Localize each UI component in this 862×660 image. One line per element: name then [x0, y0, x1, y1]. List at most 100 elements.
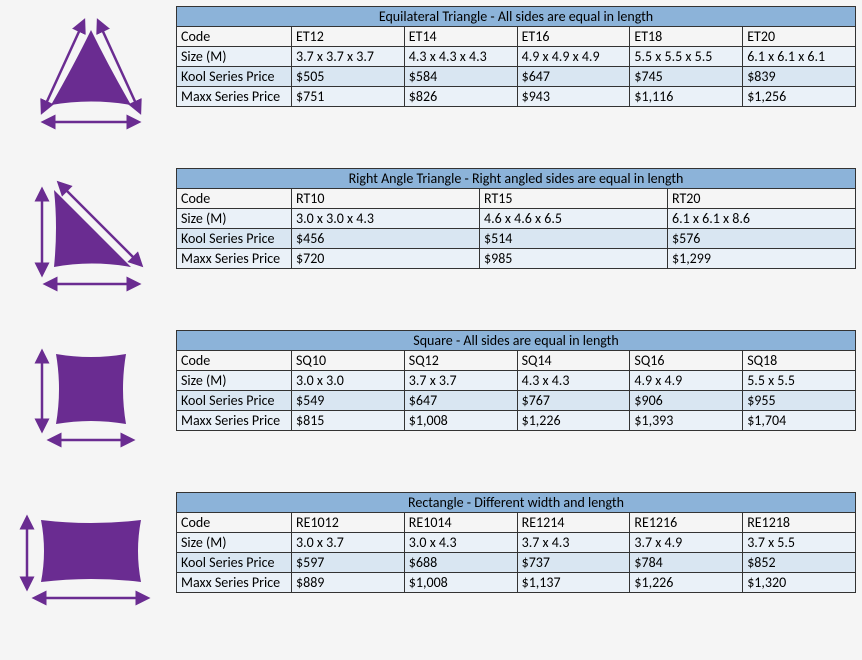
data-cell: $839: [743, 67, 856, 87]
data-cell: 4.3 x 4.3 x 4.3: [404, 47, 517, 67]
price-table: Equilateral Triangle - All sides are equ…: [176, 6, 856, 107]
data-cell: $955: [743, 391, 856, 411]
table-row: CodeSQ10SQ12SQ14SQ16SQ18: [177, 351, 856, 371]
data-cell: SQ16: [630, 351, 743, 371]
data-cell: $1,116: [630, 87, 743, 107]
row-label: Code: [177, 27, 292, 47]
data-cell: RT15: [480, 189, 668, 209]
data-cell: RE1218: [743, 513, 856, 533]
data-cell: $906: [630, 391, 743, 411]
shape-illustration: [6, 330, 176, 464]
data-cell: $826: [404, 87, 517, 107]
data-cell: $784: [630, 553, 743, 573]
data-cell: 6.1 x 6.1 x 6.1: [743, 47, 856, 67]
section-rectangle: Rectangle - Different width and lengthCo…: [6, 492, 856, 626]
table-row: Kool Series Price$597$688$737$784$852: [177, 553, 856, 573]
data-cell: 4.9 x 4.9 x 4.9: [517, 47, 630, 67]
square-icon: [16, 334, 166, 464]
row-label: Size (M): [177, 371, 292, 391]
table-row: CodeRE1012RE1014RE1214RE1216RE1218: [177, 513, 856, 533]
shape-illustration: [6, 6, 176, 140]
row-label: Maxx Series Price: [177, 411, 292, 431]
data-cell: $505: [292, 67, 405, 87]
row-label: Code: [177, 513, 292, 533]
right-triangle-icon: [16, 172, 166, 302]
data-cell: 5.5 x 5.5: [743, 371, 856, 391]
row-label: Kool Series Price: [177, 229, 292, 249]
data-cell: $647: [517, 67, 630, 87]
data-cell: $1,226: [517, 411, 630, 431]
data-cell: 3.0 x 3.0 x 4.3: [292, 209, 480, 229]
data-cell: 5.5 x 5.5 x 5.5: [630, 47, 743, 67]
table-row: CodeET12ET14ET16ET18ET20: [177, 27, 856, 47]
shape-illustration: [6, 492, 176, 626]
data-cell: $751: [292, 87, 405, 107]
data-cell: $1,137: [517, 573, 630, 593]
row-label: Code: [177, 351, 292, 371]
data-cell: RT10: [292, 189, 480, 209]
equilateral-triangle-icon: [16, 10, 166, 140]
data-cell: $720: [292, 249, 480, 269]
data-cell: $688: [404, 553, 517, 573]
data-cell: 4.3 x 4.3: [517, 371, 630, 391]
table-row: Size (M)3.0 x 3.0 x 4.34.6 x 4.6 x 6.56.…: [177, 209, 856, 229]
table-row: Maxx Series Price$889$1,008$1,137$1,226$…: [177, 573, 856, 593]
data-cell: RE1216: [630, 513, 743, 533]
data-cell: $943: [517, 87, 630, 107]
data-cell: 3.7 x 3.7 x 3.7: [292, 47, 405, 67]
data-cell: $1,704: [743, 411, 856, 431]
data-cell: $1,320: [743, 573, 856, 593]
data-cell: $1,393: [630, 411, 743, 431]
rectangle-icon: [11, 496, 171, 626]
table-title: Square - All sides are equal in length: [177, 331, 856, 351]
data-cell: ET20: [743, 27, 856, 47]
price-table: Square - All sides are equal in lengthCo…: [176, 330, 856, 431]
data-cell: RE1012: [292, 513, 405, 533]
row-label: Code: [177, 189, 292, 209]
row-label: Maxx Series Price: [177, 87, 292, 107]
data-cell: $647: [404, 391, 517, 411]
data-cell: ET12: [292, 27, 405, 47]
table-row: Kool Series Price$456$514$576: [177, 229, 856, 249]
table-title: Rectangle - Different width and length: [177, 493, 856, 513]
table-row: Maxx Series Price$815$1,008$1,226$1,393$…: [177, 411, 856, 431]
data-cell: SQ10: [292, 351, 405, 371]
section-equilateral-triangle: Equilateral Triangle - All sides are equ…: [6, 6, 856, 140]
data-cell: $456: [292, 229, 480, 249]
table-row: CodeRT10RT15RT20: [177, 189, 856, 209]
data-cell: $889: [292, 573, 405, 593]
data-cell: 3.7 x 5.5: [743, 533, 856, 553]
data-cell: 3.7 x 4.9: [630, 533, 743, 553]
data-cell: 3.7 x 4.3: [517, 533, 630, 553]
data-cell: $815: [292, 411, 405, 431]
data-cell: SQ14: [517, 351, 630, 371]
data-cell: $576: [668, 229, 856, 249]
data-cell: RT20: [668, 189, 856, 209]
data-cell: 3.0 x 3.7: [292, 533, 405, 553]
data-cell: ET16: [517, 27, 630, 47]
row-label: Kool Series Price: [177, 391, 292, 411]
data-cell: 4.9 x 4.9: [630, 371, 743, 391]
price-table: Right Angle Triangle - Right angled side…: [176, 168, 856, 269]
data-cell: $745: [630, 67, 743, 87]
table-title: Right Angle Triangle - Right angled side…: [177, 169, 856, 189]
row-label: Size (M): [177, 209, 292, 229]
shape-illustration: [6, 168, 176, 302]
data-cell: SQ12: [404, 351, 517, 371]
section-right-triangle: Right Angle Triangle - Right angled side…: [6, 168, 856, 302]
data-cell: $985: [480, 249, 668, 269]
table-row: Size (M)3.7 x 3.7 x 3.74.3 x 4.3 x 4.34.…: [177, 47, 856, 67]
data-cell: 3.0 x 4.3: [404, 533, 517, 553]
data-cell: RE1014: [404, 513, 517, 533]
row-label: Maxx Series Price: [177, 573, 292, 593]
data-cell: RE1214: [517, 513, 630, 533]
data-cell: $737: [517, 553, 630, 573]
data-cell: 6.1 x 6.1 x 8.6: [668, 209, 856, 229]
table-row: Kool Series Price$505$584$647$745$839: [177, 67, 856, 87]
row-label: Size (M): [177, 533, 292, 553]
table-row: Maxx Series Price$720$985$1,299: [177, 249, 856, 269]
data-cell: 3.7 x 3.7: [404, 371, 517, 391]
row-label: Kool Series Price: [177, 553, 292, 573]
section-square: Square - All sides are equal in lengthCo…: [6, 330, 856, 464]
data-cell: 3.0 x 3.0: [292, 371, 405, 391]
